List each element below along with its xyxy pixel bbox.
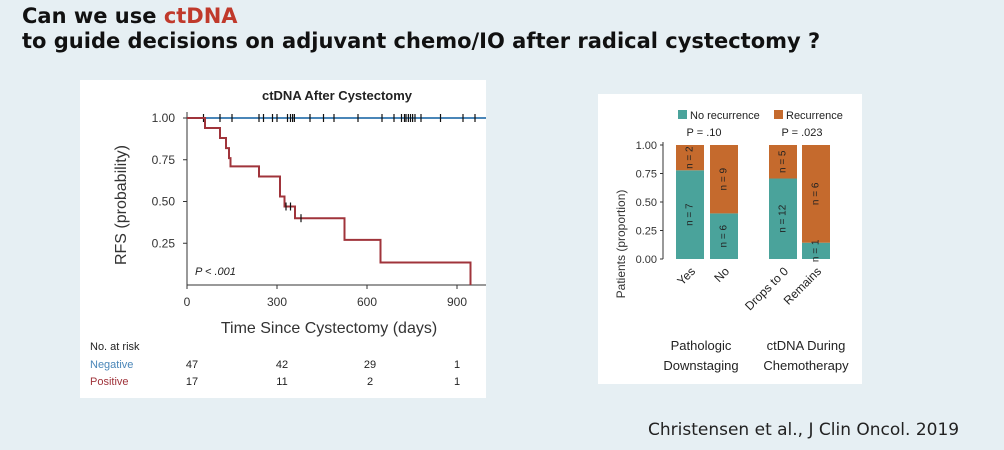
bar-y-tick-label: 0.00 <box>636 254 657 266</box>
bar-no-recurrence <box>802 242 830 259</box>
bar-y-tick-label: 0.75 <box>636 169 657 181</box>
legend-label-no-recurrence: No recurrence <box>690 110 760 122</box>
bar-no-recurrence <box>676 170 704 259</box>
km-x-tick-label: 300 <box>267 295 287 309</box>
legend-label-recurrence: Recurrence <box>786 110 843 122</box>
legend-swatch-recurrence <box>774 110 783 119</box>
risk-value-positive: 1 <box>454 376 460 388</box>
bar-no-recurrence <box>710 213 738 259</box>
bar-recurrence <box>676 145 704 171</box>
bar-group-label: Pathologic <box>671 338 732 353</box>
bar-count-label: n = 9 <box>719 168 730 191</box>
km-y-tick-label: 0.75 <box>152 153 176 167</box>
risk-value-positive: 17 <box>186 376 198 388</box>
bar-count-label: n = 7 <box>685 203 696 226</box>
bar-count-label: n = 1 <box>811 239 822 262</box>
risk-value-negative: 47 <box>186 359 198 371</box>
bar-category-label: Drops to 0 <box>742 264 791 313</box>
km-y-tick-label: 1.00 <box>152 111 176 125</box>
km-chart-panel: ctDNA After Cystectomy RFS (probability)… <box>80 80 487 398</box>
bar-no-recurrence <box>769 178 797 259</box>
risk-value-negative: 1 <box>454 359 460 371</box>
bar-recurrence <box>802 145 830 243</box>
km-x-axis-label: Time Since Cystectomy (days) <box>221 320 437 337</box>
bar-y-axis-label: Patients (proportion) <box>614 190 628 299</box>
bar-group-label: Chemotherapy <box>763 358 849 373</box>
km-y-tick-label: 0.25 <box>152 236 176 250</box>
bar-group-pvalue: P = .10 <box>687 127 722 139</box>
title-line2: to guide decisions on adjuvant chemo/IO … <box>22 29 821 53</box>
legend-swatch-no-recurrence <box>678 110 687 119</box>
km-y-tick-label: 0.50 <box>152 195 176 209</box>
bar-count-label: n = 5 <box>778 150 789 173</box>
bar-category-label: No <box>711 264 732 285</box>
slide-title: Can we use ctDNA to guide decisions on a… <box>22 4 820 54</box>
title-prefix: Can we use <box>22 4 164 28</box>
km-y-axis-label: RFS (probability) <box>113 145 130 265</box>
bar-count-label: n = 2 <box>685 146 696 169</box>
bar-recurrence <box>769 145 797 179</box>
stacked-bar-chart: Patients (proportion) 1.00 0.75 0.50 0.25 0.… <box>614 110 849 373</box>
risk-value-positive: 11 <box>276 376 287 388</box>
risk-value-negative: 29 <box>364 359 376 371</box>
km-chart: ctDNA After Cystectomy RFS (probability)… <box>90 88 487 388</box>
km-x-tick-label: 900 <box>447 295 467 309</box>
risk-table-header: No. at risk <box>90 341 140 353</box>
bar-recurrence <box>710 145 738 214</box>
bar-group-label: Downstaging <box>663 358 738 373</box>
km-line-positive <box>187 117 472 285</box>
km-pvalue: P < .001 <box>195 266 236 278</box>
km-chart-title: ctDNA After Cystectomy <box>262 88 413 103</box>
risk-row-label-positive: Positive <box>90 376 129 388</box>
bar-y-tick-label: 1.00 <box>636 140 657 152</box>
bar-count-label: n = 6 <box>811 182 822 205</box>
bar-group-label: ctDNA During <box>767 338 846 353</box>
bar-y-tick-label: 0.50 <box>636 197 657 209</box>
bar-count-label: n = 6 <box>719 225 730 248</box>
citation: Christensen et al., J Clin Oncol. 2019 <box>648 420 960 440</box>
km-x-tick-label: 0 <box>184 295 191 309</box>
km-x-tick-label: 600 <box>357 295 377 309</box>
risk-value-negative: 42 <box>276 359 288 371</box>
risk-value-positive: 2 <box>367 376 373 388</box>
bar-group-pvalue: P = .023 <box>781 127 822 139</box>
risk-row-label-negative: Negative <box>90 359 133 371</box>
bar-y-tick-label: 0.25 <box>636 226 657 238</box>
bar-count-label: n = 12 <box>778 204 789 233</box>
bar-chart-panel: Patients (proportion) 1.00 0.75 0.50 0.25 0.… <box>598 94 862 384</box>
title-highlight: ctDNA <box>163 4 238 28</box>
bar-category-label: Yes <box>674 264 698 288</box>
